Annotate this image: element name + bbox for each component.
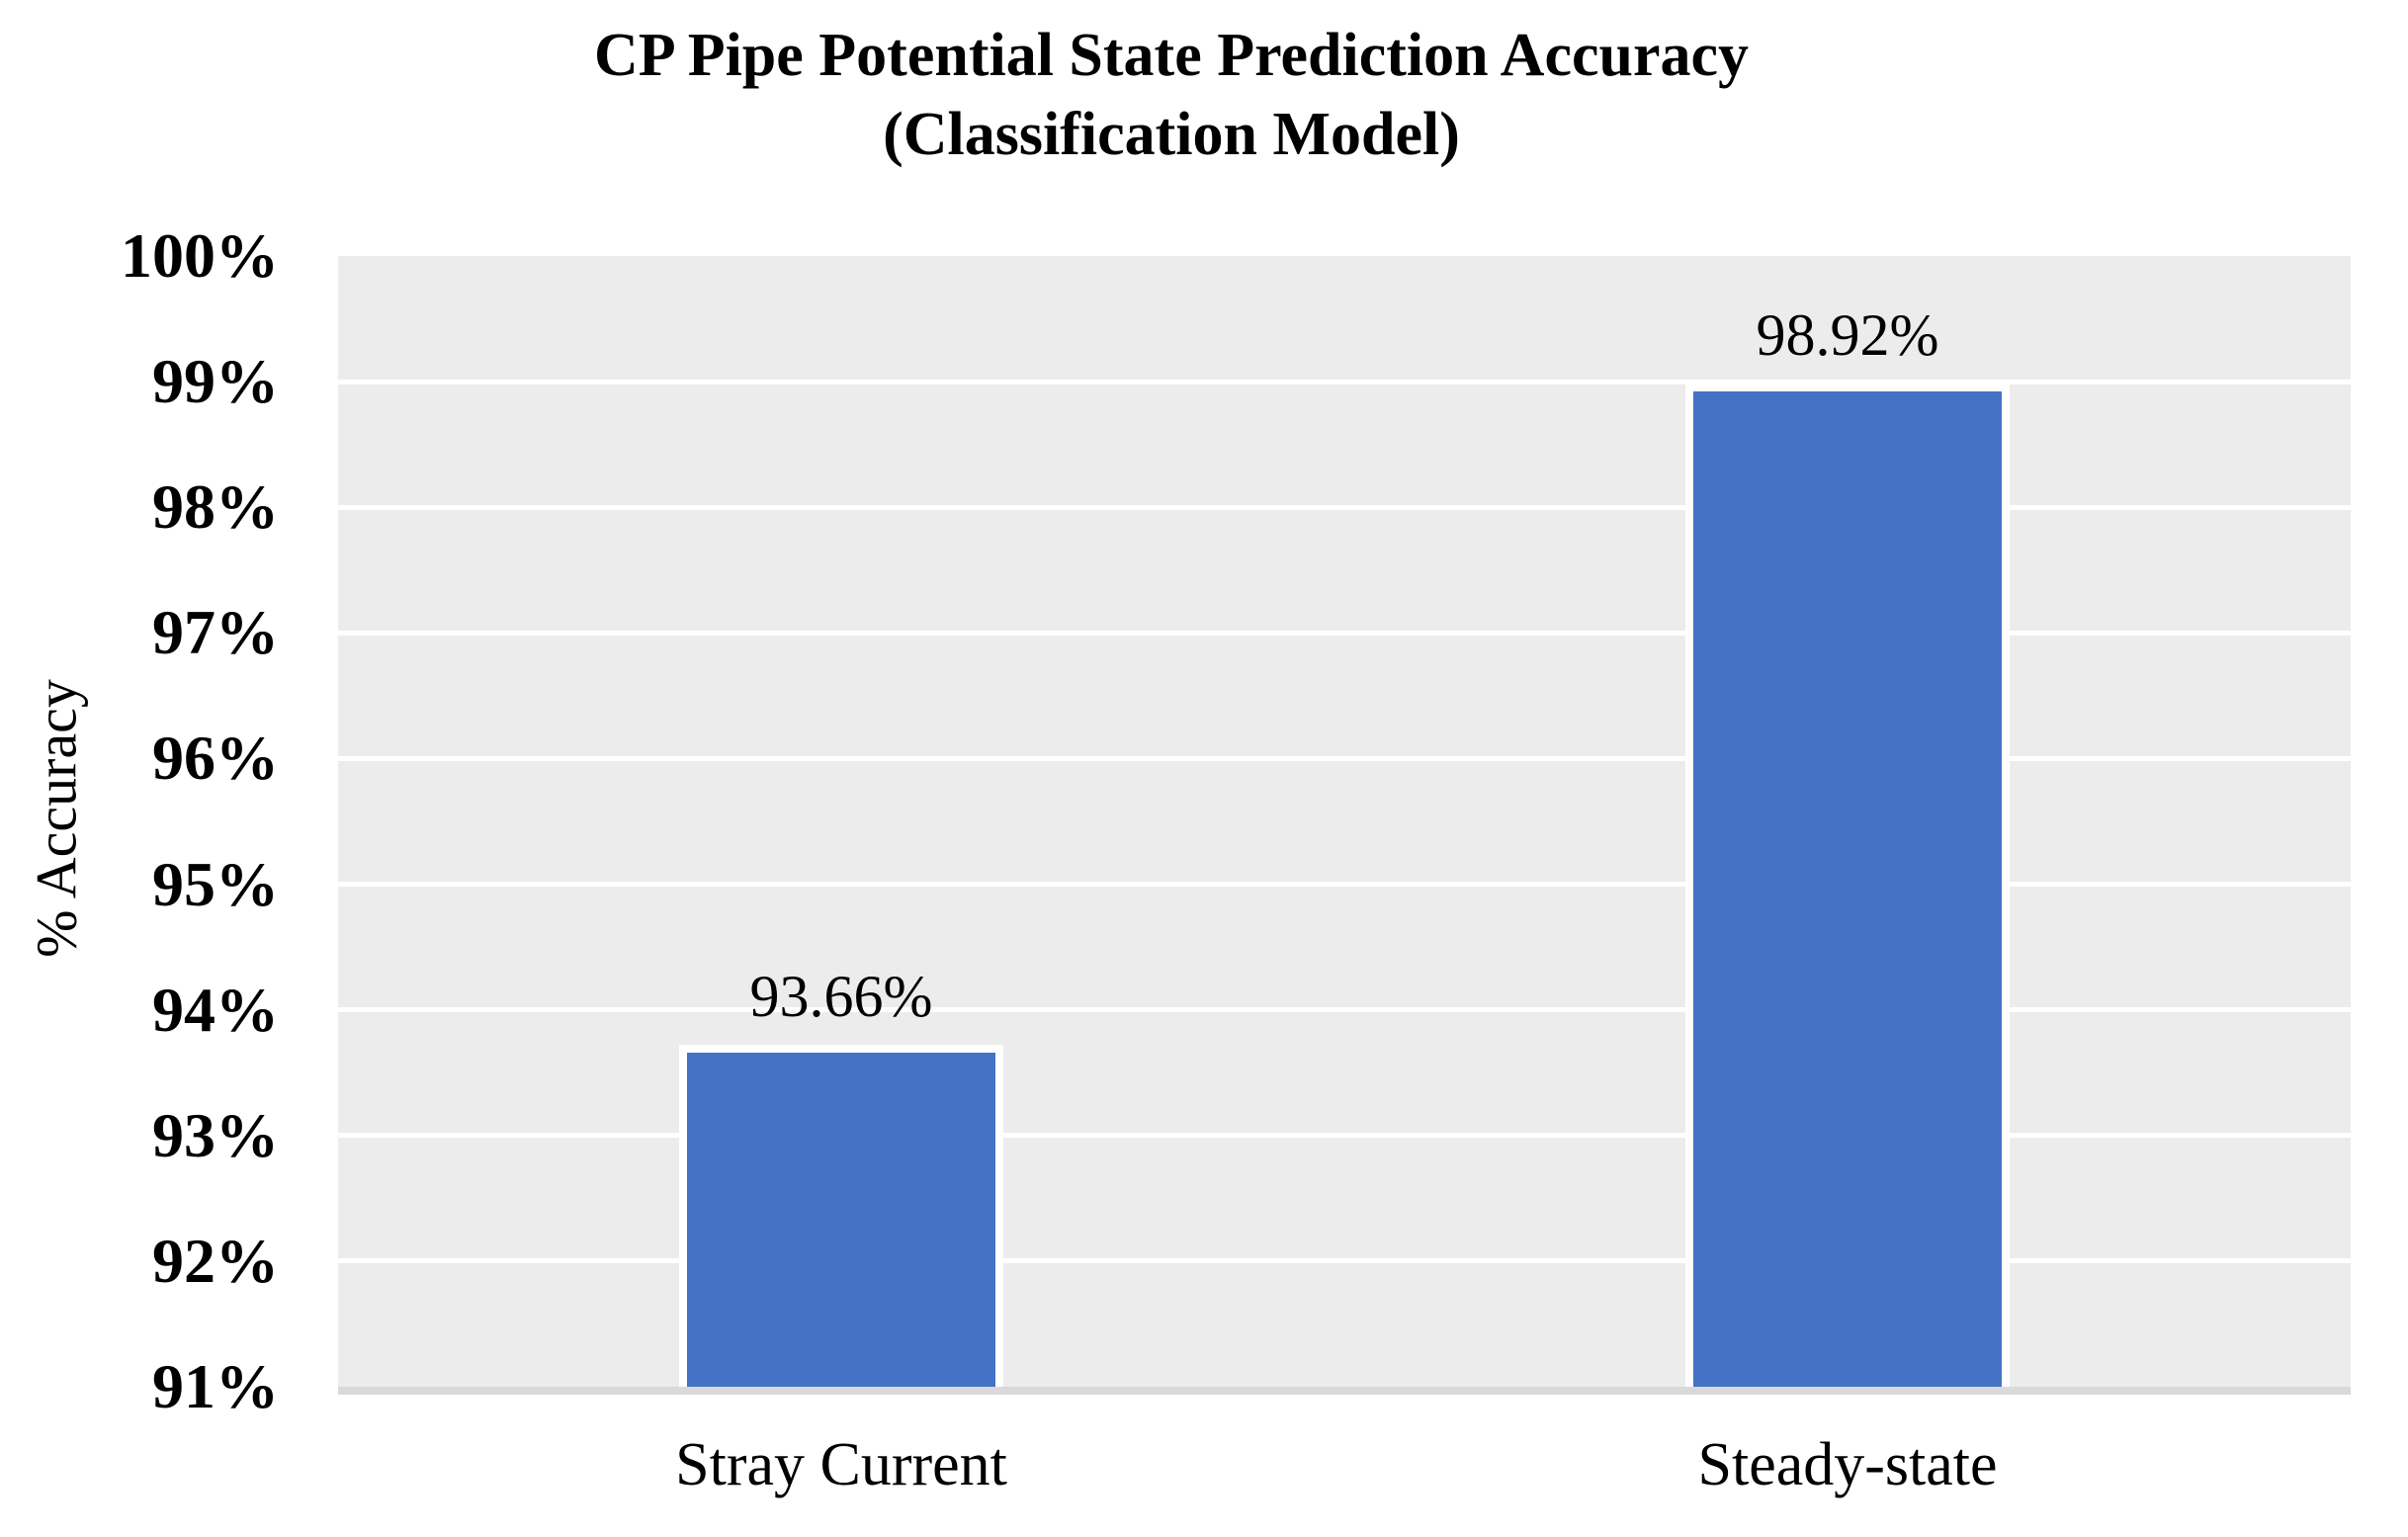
gridline <box>338 755 2351 761</box>
y-tick-label: 95% <box>152 848 279 919</box>
y-tick-label: 93% <box>152 1099 279 1170</box>
y-tick-label: 96% <box>152 723 279 794</box>
gridline <box>338 882 2351 888</box>
y-tick-label: 94% <box>152 974 279 1045</box>
data-label: 98.92% <box>1756 302 1939 369</box>
chart-title-line2: (Classification Model) <box>883 101 1460 168</box>
bar-stray-current <box>679 1044 1003 1387</box>
plot-area: 93.66% 98.92% <box>338 256 2351 1387</box>
gridline <box>338 1133 2351 1139</box>
x-axis-line <box>338 1387 2351 1395</box>
category-label: Steady-state <box>1697 1431 1998 1498</box>
category-label: Stray Current <box>675 1431 1007 1498</box>
y-tick-label: 99% <box>152 346 279 417</box>
chart-title-line1: CP Pipe Potential State Prediction Accur… <box>593 22 1749 89</box>
y-tick-label: 100% <box>121 220 279 291</box>
gridline <box>338 504 2351 510</box>
y-tick-label: 92% <box>152 1225 279 1296</box>
y-tick-label: 91% <box>152 1351 279 1421</box>
y-tick-label: 98% <box>152 471 279 543</box>
bar-steady-state <box>1685 384 2010 1387</box>
y-tick-label: 97% <box>152 597 279 668</box>
chart-title: CP Pipe Potential State Prediction Accur… <box>0 16 2343 174</box>
gridline <box>338 379 2351 384</box>
gridline <box>338 1258 2351 1264</box>
data-label: 93.66% <box>749 963 933 1029</box>
gridline <box>338 630 2351 636</box>
gridline <box>338 1007 2351 1013</box>
